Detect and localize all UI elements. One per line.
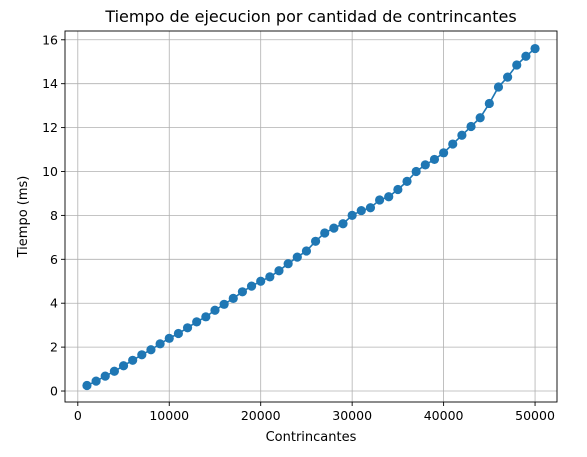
x-tick-label: 40000 [424, 408, 464, 423]
data-point [375, 195, 384, 204]
data-point [521, 52, 530, 61]
data-point [220, 300, 229, 309]
data-point [530, 44, 539, 53]
data-point [128, 356, 137, 365]
y-tick-label: 12 [42, 120, 58, 135]
data-point [457, 131, 466, 140]
data-point [476, 113, 485, 122]
data-point [146, 345, 155, 354]
y-tick-label: 4 [50, 296, 58, 311]
data-point [320, 228, 329, 237]
data-point [393, 185, 402, 194]
data-point [402, 177, 411, 186]
x-tick-label: 50000 [515, 408, 555, 423]
data-point [238, 287, 247, 296]
y-tick-label: 10 [42, 164, 58, 179]
data-point [302, 246, 311, 255]
data-point [110, 367, 119, 376]
data-point [421, 160, 430, 169]
x-tick-label: 0 [74, 408, 82, 423]
data-point [265, 272, 274, 281]
data-point [247, 281, 256, 290]
data-point [439, 148, 448, 157]
data-point [165, 334, 174, 343]
x-tick-label: 30000 [332, 408, 372, 423]
data-point [284, 259, 293, 268]
data-point [210, 306, 219, 315]
data-point [311, 237, 320, 246]
data-point [384, 192, 393, 201]
data-point [512, 60, 521, 69]
data-point [503, 73, 512, 82]
y-tick-label: 8 [50, 208, 58, 223]
chart-title: Tiempo de ejecucion por cantidad de cont… [104, 7, 516, 26]
y-tick-label: 6 [50, 252, 58, 267]
data-point [338, 219, 347, 228]
data-point [156, 339, 165, 348]
data-point [256, 277, 265, 286]
data-point [366, 203, 375, 212]
data-point [183, 323, 192, 332]
y-tick-label: 14 [42, 76, 58, 91]
x-tick-label: 10000 [149, 408, 189, 423]
data-point [485, 99, 494, 108]
y-tick-label: 16 [42, 32, 58, 47]
y-tick-label: 0 [50, 384, 58, 399]
data-point [293, 253, 302, 262]
data-point [82, 381, 91, 390]
data-point [192, 317, 201, 326]
data-point [357, 206, 366, 215]
x-axis-label: Contrincantes [266, 430, 357, 445]
data-point [137, 350, 146, 359]
data-point [274, 266, 283, 275]
data-point [348, 211, 357, 220]
y-tick-label: 2 [50, 340, 58, 355]
x-tick-label: 20000 [241, 408, 281, 423]
data-point [174, 329, 183, 338]
data-point [119, 361, 128, 370]
y-axis-label: Tiempo (ms) [16, 176, 31, 259]
data-point [229, 294, 238, 303]
data-point [466, 122, 475, 131]
data-point [329, 224, 338, 233]
data-point [101, 371, 110, 380]
data-point [412, 167, 421, 176]
data-point [448, 139, 457, 148]
data-point [201, 312, 210, 321]
data-point [494, 82, 503, 91]
data-point [91, 377, 100, 386]
data-point [430, 155, 439, 164]
